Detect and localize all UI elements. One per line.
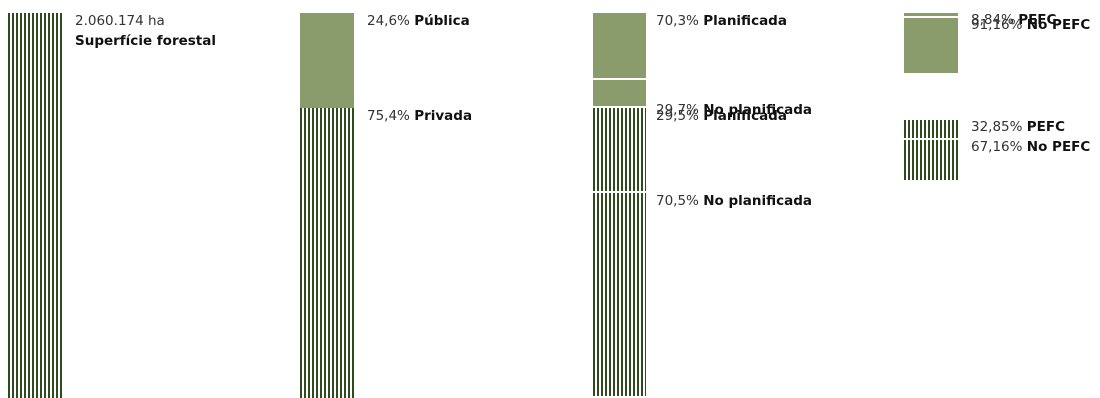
label-category: PEFC	[1026, 119, 1066, 135]
label-value: 29,5%	[656, 107, 699, 124]
certification-bar-2	[904, 120, 958, 139]
certification-label-2: 32,85% PEFC	[971, 119, 1065, 136]
label-value: 75,4%	[367, 107, 410, 124]
planning-label-0: 70,3% Planificada	[656, 13, 787, 30]
label-category: No planificada	[703, 193, 812, 210]
ownership-label-1: 75,4% Privada	[367, 108, 472, 125]
certification-label-0: 8,84% PEFC	[971, 12, 1056, 29]
certification-label-1: 91,16% No PEFC	[971, 17, 1090, 34]
label-value: 24,6%	[367, 13, 410, 29]
label-category: No planificada	[703, 101, 812, 118]
certification-bar-0	[904, 13, 958, 17]
label-category: No PEFC	[1026, 139, 1091, 156]
planning-label-3: 70,5% No planificada	[656, 193, 812, 210]
label-value: 67,16%	[971, 139, 1023, 156]
total-bar	[8, 13, 62, 398]
planning-label-2: 29,5% Planificada	[656, 108, 787, 125]
planning-bar-0	[593, 13, 646, 78]
label-value: 70,5%	[656, 193, 699, 210]
planning-label-1: 29,7% No planificada	[656, 102, 812, 119]
label-category: Privada	[414, 107, 473, 124]
label-category: Planificada	[703, 107, 787, 124]
ownership-label-0: 24,6% Pública	[367, 13, 470, 30]
planning-bar-1	[593, 79, 646, 106]
label-value: 29,7%	[656, 101, 699, 118]
total-name-label: Superfície forestal	[75, 33, 216, 50]
planning-bar-3	[593, 193, 646, 396]
ownership-bar-0	[300, 13, 354, 108]
label-value: 70,3%	[656, 13, 699, 29]
ownership-bar-1	[300, 107, 354, 398]
certification-label-3: 67,16% No PEFC	[971, 139, 1090, 156]
label-category: No PEFC	[1026, 17, 1091, 34]
label-value: 91,16%	[971, 17, 1023, 34]
label-category: Planificada	[703, 13, 787, 29]
label-category: Superfície forestal	[75, 33, 216, 49]
label-value: 8,84%	[971, 12, 1014, 28]
total-value-label: 2.060.174 ha	[75, 13, 165, 30]
certification-bar-3	[904, 140, 958, 180]
label-value: 32,85%	[971, 119, 1023, 135]
planning-bar-2	[593, 107, 646, 192]
label-value: 2.060.174 ha	[75, 13, 165, 29]
label-category: Pública	[414, 13, 470, 29]
certification-bar-1	[904, 18, 958, 73]
label-category: PEFC	[1018, 12, 1057, 28]
